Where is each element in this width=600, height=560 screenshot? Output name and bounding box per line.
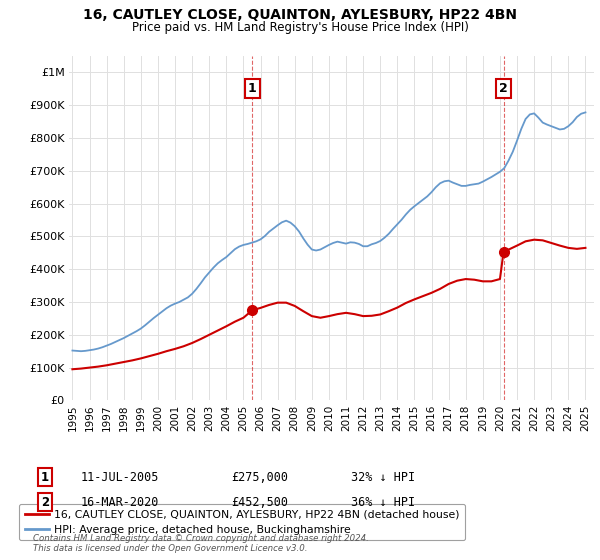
Text: £452,500: £452,500 <box>231 496 288 509</box>
Text: 2: 2 <box>499 82 508 95</box>
Text: Price paid vs. HM Land Registry's House Price Index (HPI): Price paid vs. HM Land Registry's House … <box>131 21 469 34</box>
Text: Contains HM Land Registry data © Crown copyright and database right 2024.
This d: Contains HM Land Registry data © Crown c… <box>33 534 369 553</box>
Text: 16-MAR-2020: 16-MAR-2020 <box>81 496 160 509</box>
Text: 2: 2 <box>41 496 49 509</box>
Text: 16, CAUTLEY CLOSE, QUAINTON, AYLESBURY, HP22 4BN: 16, CAUTLEY CLOSE, QUAINTON, AYLESBURY, … <box>83 8 517 22</box>
Text: 36% ↓ HPI: 36% ↓ HPI <box>351 496 415 509</box>
Legend: 16, CAUTLEY CLOSE, QUAINTON, AYLESBURY, HP22 4BN (detached house), HPI: Average : 16, CAUTLEY CLOSE, QUAINTON, AYLESBURY, … <box>19 504 465 540</box>
Text: 32% ↓ HPI: 32% ↓ HPI <box>351 470 415 484</box>
Text: 11-JUL-2005: 11-JUL-2005 <box>81 470 160 484</box>
Text: £275,000: £275,000 <box>231 470 288 484</box>
Text: 1: 1 <box>41 470 49 484</box>
Text: 1: 1 <box>248 82 257 95</box>
